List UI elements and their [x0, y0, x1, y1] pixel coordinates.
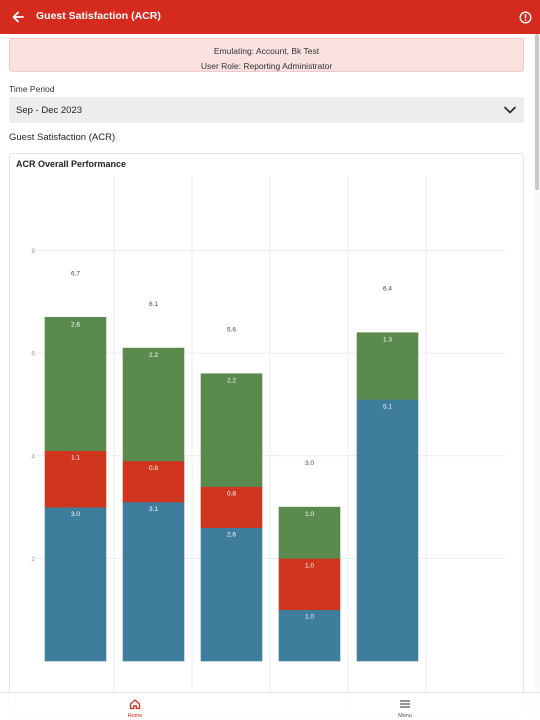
- segment-data-label: 1.0: [305, 511, 314, 518]
- nav-item-menu[interactable]: Menu: [385, 696, 425, 720]
- time-period-label: Time Period: [9, 84, 55, 94]
- bar-total-label: 6.7: [71, 270, 80, 277]
- segment-data-label: 0.8: [227, 491, 236, 498]
- bar-segment: [278, 609, 341, 662]
- bar-segment: [200, 373, 263, 487]
- bar-segment: [278, 558, 341, 610]
- bar-total-label: 5.6: [227, 327, 236, 334]
- segment-data-label: 2.2: [227, 378, 236, 385]
- bar-segment: [122, 460, 185, 503]
- section-title: Guest Satisfaction (ACR): [9, 132, 116, 143]
- segment-data-label: 2.6: [227, 532, 236, 539]
- time-period-select[interactable]: Sep - Dec 2023: [9, 97, 524, 123]
- bar-total-label: 6.4: [383, 286, 392, 293]
- alert-circle-icon: [518, 10, 532, 24]
- bar-segment: [44, 450, 107, 508]
- bar-segment: [356, 399, 419, 662]
- y-tick-label: 2: [31, 556, 35, 563]
- emulation-banner: Emulating: Account, Bk Test User Role: R…: [9, 38, 524, 72]
- back-button[interactable]: [6, 5, 30, 29]
- emulating-text: Emulating: Account, Bk Test: [213, 46, 320, 56]
- segment-data-label: 5.1: [383, 403, 392, 410]
- segment-data-label: 0.8: [149, 465, 158, 472]
- home-icon: [129, 699, 141, 710]
- segment-data-label: 1.0: [305, 614, 314, 621]
- segment-data-label: 1.0: [305, 562, 314, 569]
- time-period-value: Sep - Dec 2023: [16, 105, 83, 116]
- scrollbar[interactable]: [534, 34, 540, 720]
- chevron-down-icon: [504, 106, 516, 114]
- alert-button[interactable]: [514, 6, 536, 28]
- segment-data-label: 2.2: [149, 352, 158, 359]
- bar-total-label: 3.0: [305, 460, 314, 467]
- hamburger-menu-icon: [399, 700, 411, 708]
- segment-data-label: 2.6: [71, 321, 80, 328]
- segment-data-label: 3.1: [149, 506, 158, 513]
- bar-segment: [200, 527, 263, 662]
- segment-data-label: 1.1: [71, 455, 80, 462]
- scrollbar-thumb[interactable]: [535, 34, 539, 190]
- bar-segment: [278, 506, 341, 559]
- chart-card: 2468103.01.12.66.73.10.82.26.12.60.82.25…: [9, 153, 524, 713]
- bar-segment: [44, 316, 107, 451]
- bar-segment: [44, 506, 107, 662]
- bar-segment: [122, 501, 185, 662]
- arrow-left-icon: [12, 11, 24, 23]
- nav-item-home[interactable]: Home: [115, 696, 155, 720]
- bar-total-label: 6.1: [149, 301, 158, 308]
- y-tick-label: 4: [31, 453, 35, 460]
- bar-segment: [122, 347, 185, 462]
- bottom-nav: Home Menu: [0, 692, 540, 720]
- segment-data-label: 1.3: [383, 337, 392, 344]
- user-role-text: User Role: Reporting Administrator: [200, 61, 333, 71]
- chart-title: ACR Overall Performance: [16, 159, 127, 169]
- bar-segment: [356, 332, 419, 400]
- segment-data-label: 3.0: [71, 511, 80, 518]
- y-tick-label: 6: [31, 351, 35, 358]
- acr-chart: 2468103.01.12.66.73.10.82.26.12.60.82.25…: [31, 176, 505, 712]
- page-title: Guest Satisfaction (ACR): [36, 10, 161, 22]
- nav-label-menu: Menu: [398, 713, 412, 719]
- app-header: Guest Satisfaction (ACR): [0, 0, 540, 34]
- nav-label-home: Home: [127, 713, 143, 719]
- y-tick-label: 8: [31, 248, 35, 255]
